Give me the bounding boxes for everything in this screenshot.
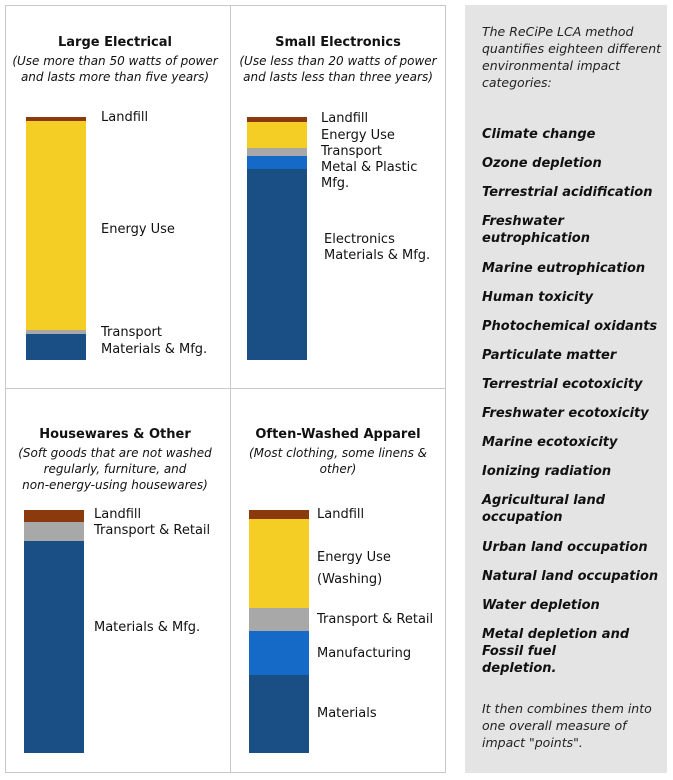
category-item: Human toxicity <box>482 290 594 305</box>
label-materials: Materials <box>317 706 377 721</box>
category-item: Marine ecotoxicity <box>482 435 618 450</box>
segment-landfill <box>26 117 86 121</box>
segment-landfill <box>249 510 309 519</box>
label-transport: Transport <box>101 325 163 340</box>
segment-energy-use <box>247 122 307 148</box>
label-washing: (Washing) <box>317 572 383 587</box>
label-electronics-2: Materials & Mfg. <box>324 248 431 263</box>
panel-title: Large Electrical <box>58 35 172 50</box>
panel-subtitle-line-1: (Soft goods that are not washed <box>18 446 212 460</box>
sidebar-outro: It then combines them into one overall m… <box>482 701 652 750</box>
category-item: Urban land occupation <box>482 540 648 555</box>
horizontal-divider <box>5 388 446 389</box>
label-energy-use: Energy Use <box>317 550 391 565</box>
segment-landfill <box>24 510 84 522</box>
segment-materials <box>26 334 86 360</box>
category-item: Terrestrial ecotoxicity <box>482 377 643 392</box>
category-item: Ionizing radiation <box>482 464 612 479</box>
label-electronics-1: Electronics <box>324 232 395 247</box>
stacked-bar <box>249 510 309 753</box>
category-item: Freshwater eutrophication <box>482 214 590 246</box>
category-item: Marine eutrophication <box>482 261 646 276</box>
recipe-sidebar: The ReCiPe LCA method quantifies eightee… <box>465 5 667 773</box>
category-item: Terrestrial acidification <box>482 185 653 200</box>
label-energy-use: Energy Use <box>101 222 175 237</box>
label-metal-plastic-1: Metal & Plastic <box>321 160 418 175</box>
panel-apparel: Often-Washed Apparel (Most clothing, som… <box>231 389 446 773</box>
panel-subtitle-line-2: and lasts less than three years) <box>243 70 433 84</box>
panel-subtitle-line-2: and lasts more than five years) <box>20 70 210 84</box>
stacked-bar <box>247 117 307 360</box>
panel-small-electronics: Small Electronics (Use less than 20 watt… <box>231 5 446 388</box>
label-transport-retail: Transport & Retail <box>317 612 434 627</box>
vertical-divider <box>230 5 231 773</box>
panel-subtitle-line-1: (Use less than 20 watts of power <box>239 54 437 68</box>
segment-transport <box>247 148 307 156</box>
category-item: Water depletion <box>482 598 600 613</box>
label-energy-use: Energy Use <box>321 128 395 143</box>
segment-electronics <box>247 169 307 360</box>
segment-energy-washing <box>249 519 309 608</box>
panel-subtitle-line-1: (Most clothing, some linens & <box>248 446 428 460</box>
category-item: Agricultural land occupation <box>482 493 606 525</box>
category-item: Particulate matter <box>482 348 617 363</box>
panel-subtitle-line-3: non-energy-using housewares) <box>22 478 208 492</box>
panel-title: Small Electronics <box>275 35 401 50</box>
label-landfill: Landfill <box>317 507 365 522</box>
sidebar-intro: The ReCiPe LCA method quantifies eightee… <box>482 24 662 90</box>
category-item: Natural land occupation <box>482 569 659 584</box>
chart-grid: Large Electrical (Use more than 50 watts… <box>5 5 446 773</box>
label-transport: Transport <box>321 144 383 159</box>
label-transport-retail: Transport & Retail <box>94 523 211 538</box>
panel-title: Often-Washed Apparel <box>255 427 421 442</box>
panel-subtitle-line-2: regularly, furniture, and <box>43 462 187 476</box>
segment-transport-retail <box>24 522 84 541</box>
panel-subtitle-line-1: (Use more than 50 watts of power <box>12 54 218 68</box>
grid-frame <box>5 5 446 773</box>
segment-transport-retail <box>249 608 309 631</box>
panel-subtitle-line-2: other) <box>319 462 357 476</box>
category-item: Photochemical oxidants <box>482 319 658 334</box>
panel-large-electrical: Large Electrical (Use more than 50 watts… <box>5 5 230 388</box>
category-item: Ozone depletion <box>482 156 602 171</box>
stacked-bar <box>24 510 84 753</box>
category-item: Metal depletion and Fossil fuel depletio… <box>482 627 630 676</box>
segment-energy-use <box>26 121 86 330</box>
label-materials: Materials & Mfg. <box>101 342 208 357</box>
label-landfill: Landfill <box>101 110 149 125</box>
label-manufacturing: Manufacturing <box>317 646 412 661</box>
segment-materials <box>249 675 309 753</box>
segment-landfill <box>247 117 307 122</box>
label-materials: Materials & Mfg. <box>94 620 201 635</box>
panel-title: Housewares & Other <box>39 427 191 442</box>
segment-manufacturing <box>249 631 309 675</box>
label-landfill: Landfill <box>321 111 369 126</box>
category-item: Climate change <box>482 127 596 142</box>
label-landfill: Landfill <box>94 507 142 522</box>
segment-metal-plastic <box>247 156 307 169</box>
label-metal-plastic-2: Mfg. <box>321 176 350 191</box>
category-item: Freshwater ecotoxicity <box>482 406 649 421</box>
panel-housewares: Housewares & Other (Soft goods that are … <box>5 389 230 773</box>
stacked-bar <box>26 117 86 360</box>
segment-transport <box>26 330 86 334</box>
segment-materials <box>24 541 84 753</box>
